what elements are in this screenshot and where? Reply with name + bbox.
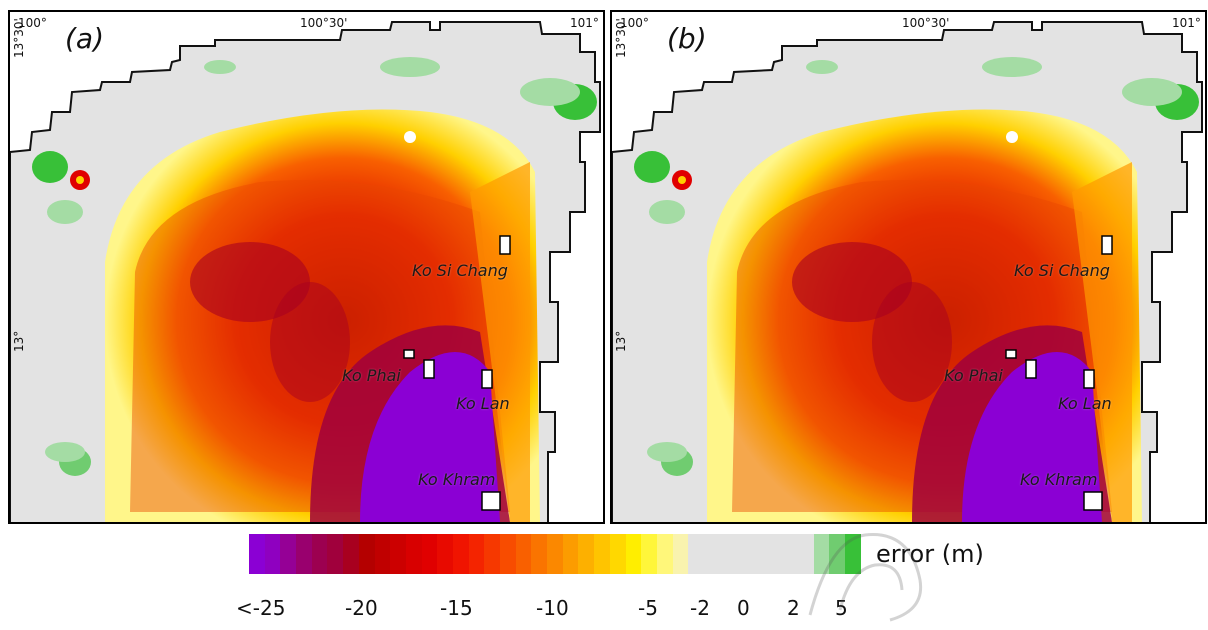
- scale-swatch: [264, 534, 281, 574]
- lon-label: 100°: [620, 16, 649, 30]
- scale-swatch: [656, 534, 673, 574]
- lon-label: 101°: [1172, 16, 1201, 30]
- scale-swatch: [625, 534, 642, 574]
- map-panel-a: (a) 100° 100°30' 101° 13°30' 13° Ko Si C…: [8, 10, 605, 524]
- panel-letter: (a): [65, 22, 105, 55]
- scale-swatch: [468, 534, 485, 574]
- scale-tick-label: 0: [737, 596, 750, 620]
- scale-swatch: [688, 534, 704, 574]
- lat-label: 13°: [12, 330, 26, 352]
- scale-tick-label: 5: [835, 596, 848, 620]
- scale-swatch: [578, 534, 595, 574]
- scale-swatch: [484, 534, 500, 574]
- scale-swatch: [798, 534, 814, 574]
- scale-swatch: [358, 534, 375, 574]
- lon-label: 100°30': [300, 16, 348, 30]
- scale-swatch: [452, 534, 469, 574]
- scale-tick-label: -2: [690, 596, 710, 620]
- scale-swatch: [296, 534, 312, 574]
- scale-swatch: [735, 534, 751, 574]
- island-label: Ko Phai: [944, 366, 1003, 385]
- island-label: Ko Si Chang: [1014, 261, 1110, 280]
- scale-swatch: [343, 534, 359, 574]
- island-label: Ko Khram: [1020, 470, 1098, 489]
- scale-swatch: [782, 534, 799, 574]
- scale-swatch: [249, 534, 265, 574]
- scale-swatch: [562, 534, 579, 574]
- scale-tick-label: -15: [440, 596, 473, 620]
- scale-swatch: [594, 534, 610, 574]
- lat-label: 13°30': [12, 18, 26, 58]
- lon-label: 100°30': [902, 16, 950, 30]
- scale-swatch: [766, 534, 783, 574]
- scale-swatch: [829, 534, 846, 574]
- scale-swatch: [531, 534, 548, 574]
- scale-swatch: [500, 534, 516, 574]
- scale-tick-label: 2: [787, 596, 800, 620]
- lon-label: 101°: [570, 16, 599, 30]
- scale-swatch: [280, 534, 297, 574]
- scale-swatch: [751, 534, 767, 574]
- scale-swatch: [390, 534, 406, 574]
- lon-label: 100°: [18, 16, 47, 30]
- island-label: Ko Lan: [456, 394, 510, 413]
- scale-tick-label: -20: [345, 596, 378, 620]
- scale-swatch: [672, 534, 689, 574]
- scale-swatch: [845, 534, 861, 574]
- scale-swatch: [405, 534, 422, 574]
- island-label: Ko Khram: [418, 470, 496, 489]
- watermark-logo: [808, 533, 923, 622]
- panel-letter: (b): [667, 22, 707, 55]
- lat-label: 13°: [614, 330, 628, 352]
- map-panel-b: (b) 100° 100°30' 101° 13°30' 13° Ko Si C…: [610, 10, 1207, 524]
- scale-swatch: [719, 534, 736, 574]
- scale-swatch: [374, 534, 391, 574]
- island-label: Ko Lan: [1058, 394, 1112, 413]
- scale-tick-label: -5: [638, 596, 658, 620]
- scale-tick-label: <-25: [236, 596, 286, 620]
- scale-swatch: [437, 534, 453, 574]
- scale-tick-label: -10: [536, 596, 569, 620]
- scale-swatch: [547, 534, 563, 574]
- scale-swatch: [703, 534, 720, 574]
- color-scale-bar: [249, 534, 861, 574]
- island-label: Ko Phai: [342, 366, 401, 385]
- scale-swatch: [641, 534, 657, 574]
- scale-swatch: [609, 534, 626, 574]
- scale-swatch: [327, 534, 344, 574]
- error-map-b: [612, 21, 1203, 522]
- legend-title: error (m): [876, 540, 984, 568]
- lat-label: 13°30': [614, 18, 628, 58]
- error-map-a: [10, 21, 601, 522]
- island-label: Ko Si Chang: [412, 261, 508, 280]
- scale-swatch: [515, 534, 532, 574]
- scale-swatch: [311, 534, 328, 574]
- scale-swatch: [813, 534, 830, 574]
- scale-swatch: [421, 534, 438, 574]
